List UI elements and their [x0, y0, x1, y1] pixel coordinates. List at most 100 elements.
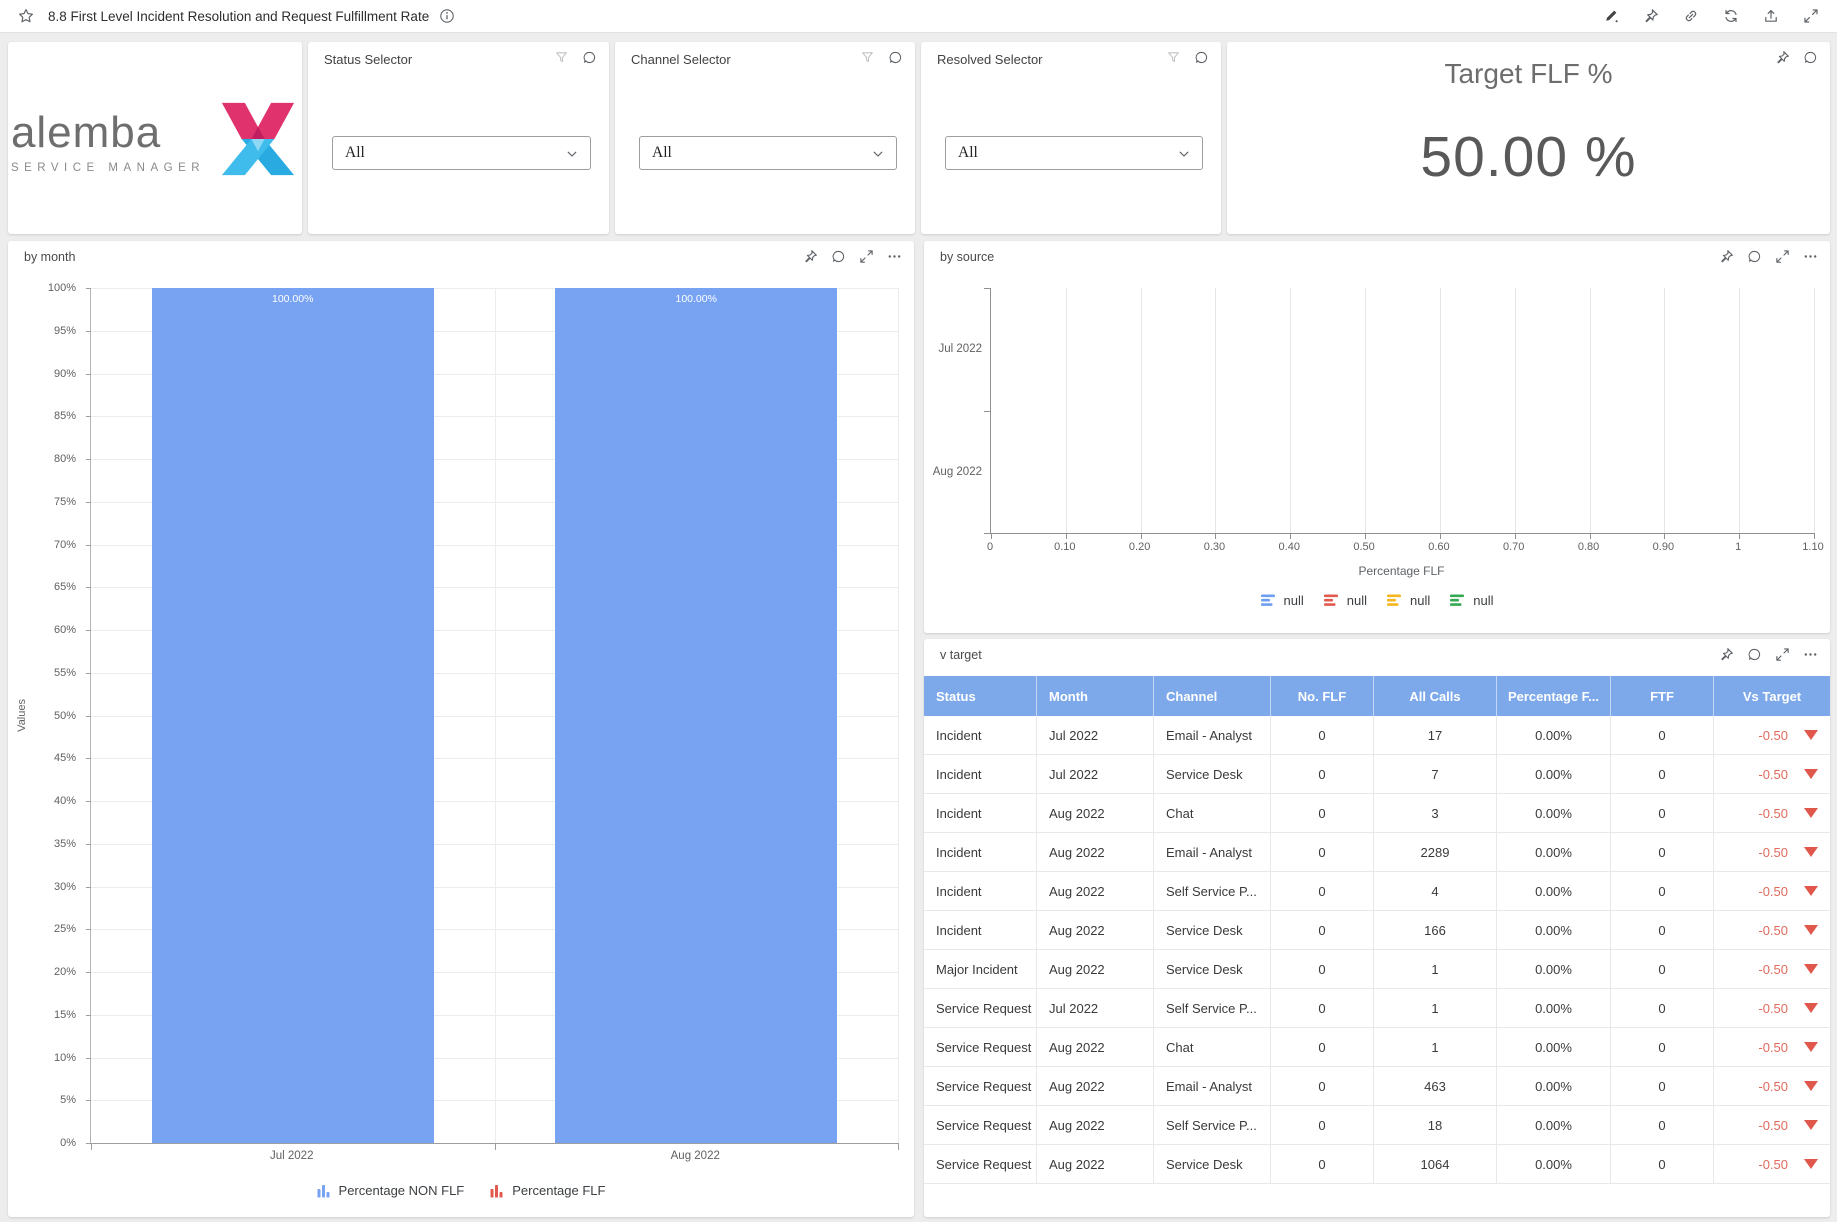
- legend-item[interactable]: Percentage NON FLF: [317, 1183, 464, 1198]
- comment-icon[interactable]: [888, 50, 903, 65]
- comment-icon[interactable]: [582, 50, 597, 65]
- y-tick-label: 5%: [60, 1094, 76, 1107]
- cell-month: Aug 2022: [1037, 794, 1154, 832]
- cell-all-calls: 4: [1374, 872, 1497, 910]
- panel-title: by month: [24, 250, 76, 264]
- v-target-panel: v target Status Month Channel No. FLF All Ca…: [924, 639, 1830, 1217]
- x-category-label: Jul 2022: [270, 1150, 314, 1162]
- legend-item[interactable]: null: [1323, 593, 1367, 608]
- pin-icon[interactable]: [803, 249, 818, 264]
- cell-channel: Chat: [1154, 794, 1271, 832]
- filter-icon[interactable]: [860, 50, 875, 65]
- cell-all-calls: 1: [1374, 950, 1497, 988]
- legend-item[interactable]: null: [1387, 593, 1430, 608]
- table-row: Incident Jul 2022 Email - Analyst 0 17 0.00% 0…: [924, 716, 1830, 755]
- y-tick-mark: [86, 972, 91, 973]
- y-tick-mark: [86, 1143, 91, 1144]
- cell-all-calls: 3: [1374, 794, 1497, 832]
- fullscreen-icon[interactable]: [1803, 8, 1819, 24]
- expand-icon[interactable]: [859, 249, 874, 264]
- resolved-dropdown[interactable]: All: [945, 136, 1203, 170]
- cell-vs-target: -0.50: [1714, 716, 1830, 754]
- info-icon[interactable]: [439, 8, 455, 24]
- more-options-icon[interactable]: [1803, 647, 1818, 662]
- comment-icon[interactable]: [1747, 249, 1762, 264]
- edit-icon[interactable]: [1603, 8, 1619, 24]
- refresh-icon[interactable]: [1723, 8, 1739, 24]
- y-tick-label: 100%: [47, 282, 76, 294]
- vs-target-value: -0.50: [1758, 1000, 1788, 1016]
- target-flf-value: 50.00 %: [1420, 125, 1637, 189]
- cell-status: Incident: [924, 755, 1037, 793]
- export-icon[interactable]: [1763, 8, 1779, 24]
- y-category-label: Jul 2022: [938, 343, 982, 356]
- cell-month: Aug 2022: [1037, 1028, 1154, 1066]
- table-row: Service Request Aug 2022 Email - Analyst 0 4…: [924, 1067, 1830, 1106]
- cell-channel: Service Desk: [1154, 1145, 1271, 1183]
- pin-icon[interactable]: [1719, 647, 1734, 662]
- pin-icon[interactable]: [1775, 50, 1790, 65]
- by-month-legend: Percentage NON FLF Percentage FLF: [8, 1183, 914, 1198]
- favorite-star-icon[interactable]: [18, 8, 34, 24]
- x-tick-mark: [1065, 533, 1067, 539]
- legend-bars-icon: [1260, 594, 1276, 607]
- x-tick-mark: [91, 1143, 92, 1150]
- table-row: Incident Aug 2022 Service Desk 0 166 0.00% 0 -0…: [924, 911, 1830, 950]
- bar-aug-2022[interactable]: 100.00%: [555, 288, 838, 1143]
- category-gridline: [494, 288, 496, 1143]
- status-selector-card: Status Selector All: [308, 42, 609, 234]
- cell-month: Jul 2022: [1037, 716, 1154, 754]
- resolved-selector-card: Resolved Selector All: [921, 42, 1221, 234]
- gridline: [1065, 288, 1067, 533]
- pin-icon[interactable]: [1719, 249, 1734, 264]
- legend-bars-icon: [1387, 594, 1402, 607]
- cell-channel: Self Service P...: [1154, 989, 1271, 1027]
- more-options-icon[interactable]: [887, 249, 902, 264]
- y-tick-label: 70%: [53, 538, 76, 551]
- legend-item[interactable]: null: [1260, 593, 1304, 608]
- y-tick-label: 50%: [53, 709, 76, 722]
- legend-item[interactable]: null: [1450, 593, 1494, 608]
- cell-no-flf: 0: [1271, 989, 1374, 1027]
- comment-icon[interactable]: [831, 249, 846, 264]
- cell-month: Jul 2022: [1037, 755, 1154, 793]
- table-row: Service Request Aug 2022 Service Desk 0 1064…: [924, 1145, 1830, 1184]
- channel-dropdown[interactable]: All: [639, 136, 897, 170]
- expand-icon[interactable]: [1775, 249, 1790, 264]
- y-tick-label: 10%: [53, 1051, 76, 1064]
- gridline: [1439, 288, 1441, 533]
- cell-no-flf: 0: [1271, 1067, 1374, 1105]
- expand-icon[interactable]: [1775, 647, 1790, 662]
- pin-icon[interactable]: [1643, 8, 1659, 24]
- cell-ftf: 0: [1611, 1028, 1714, 1066]
- comment-icon[interactable]: [1194, 50, 1209, 65]
- x-tick-mark: [1439, 533, 1441, 539]
- dropdown-value: All: [958, 144, 978, 161]
- title-bar: 8.8 First Level Incident Resolution and …: [0, 0, 1837, 33]
- link-icon[interactable]: [1683, 8, 1699, 24]
- y-tick-mark: [86, 672, 91, 674]
- trend-down-triangle-icon: [1804, 1081, 1818, 1091]
- cell-percentage: 0.00%: [1497, 794, 1611, 832]
- cell-month: Aug 2022: [1037, 911, 1154, 949]
- cell-no-flf: 0: [1271, 1106, 1374, 1144]
- filter-icon[interactable]: [1166, 50, 1181, 65]
- by-month-xlabels: Jul 2022 Aug 2022: [90, 1150, 897, 1162]
- filter-icon[interactable]: [554, 50, 569, 65]
- comment-icon[interactable]: [1803, 50, 1818, 65]
- table-row: Major Incident Aug 2022 Service Desk 0 1 0.00…: [924, 950, 1830, 989]
- y-tick-label: 40%: [53, 795, 76, 807]
- y-tick-mark: [86, 416, 91, 418]
- y-tick-mark: [86, 1057, 91, 1059]
- more-options-icon[interactable]: [1803, 249, 1818, 264]
- y-tick-label: 45%: [53, 752, 76, 765]
- comment-icon[interactable]: [1747, 647, 1762, 662]
- legend-item[interactable]: Percentage FLF: [490, 1183, 605, 1198]
- cell-ftf: 0: [1611, 872, 1714, 910]
- bar-jul-2022[interactable]: 100.00%: [151, 288, 434, 1143]
- vs-target-value: -0.50: [1758, 727, 1788, 743]
- cell-no-flf: 0: [1271, 833, 1374, 871]
- y-category-label: Aug 2022: [932, 465, 982, 478]
- cell-percentage: 0.00%: [1497, 833, 1611, 871]
- status-dropdown[interactable]: All: [332, 136, 591, 170]
